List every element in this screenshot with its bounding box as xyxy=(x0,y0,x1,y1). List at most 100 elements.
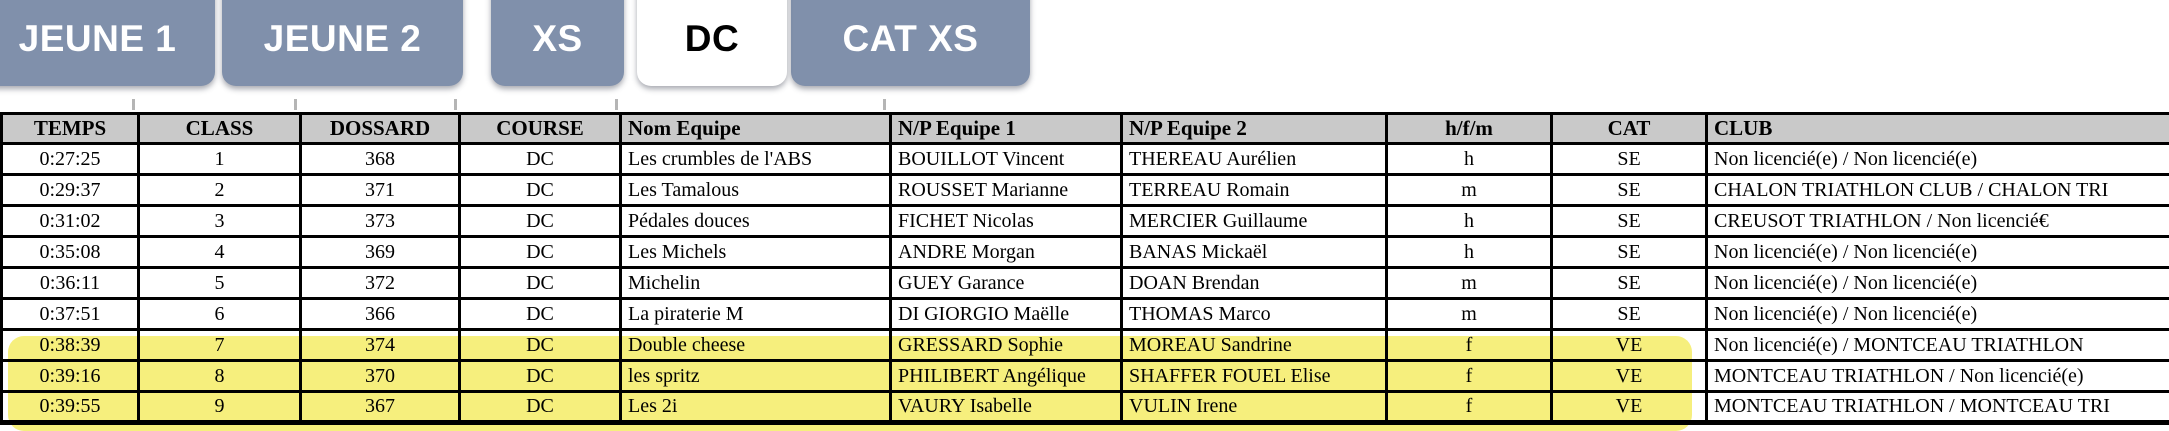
cell-dossard[interactable]: 373 xyxy=(299,204,461,238)
cell-class[interactable]: 6 xyxy=(137,297,302,331)
cell-course[interactable]: DC xyxy=(458,359,622,393)
cell-nom-equipe[interactable]: Les crumbles de l'ABS xyxy=(619,142,892,176)
cell-np-equipe-1[interactable]: ROUSSET Marianne xyxy=(889,173,1123,207)
cell-club[interactable]: MONTCEAU TRIATHLON / Non licencié(e) xyxy=(1705,359,2169,393)
cell-hfm[interactable]: h xyxy=(1385,235,1553,269)
cell-np-equipe-2[interactable]: THEREAU Aurélien xyxy=(1120,142,1388,176)
cell-temps[interactable]: 0:29:37 xyxy=(0,173,140,207)
cell-course[interactable]: DC xyxy=(458,204,622,238)
cell-nom-equipe[interactable]: Les 2i xyxy=(619,390,892,425)
cell-np-equipe-1[interactable]: FICHET Nicolas xyxy=(889,204,1123,238)
cell-nom-equipe[interactable]: Pédales douces xyxy=(619,204,892,238)
cell-cat[interactable]: SE xyxy=(1550,142,1708,176)
cell-hfm[interactable]: m xyxy=(1385,266,1553,300)
cell-dossard[interactable]: 370 xyxy=(299,359,461,393)
cell-hfm[interactable]: f xyxy=(1385,390,1553,425)
cell-cat[interactable]: SE xyxy=(1550,204,1708,238)
cell-np-equipe-1[interactable]: BOUILLOT Vincent xyxy=(889,142,1123,176)
cell-hfm[interactable]: m xyxy=(1385,173,1553,207)
header-np-equipe-2[interactable]: N/P Equipe 2 xyxy=(1120,112,1388,145)
cell-club[interactable]: CREUSOT TRIATHLON / Non licencié€ xyxy=(1705,204,2169,238)
cell-hfm[interactable]: h xyxy=(1385,204,1553,238)
cell-dossard[interactable]: 367 xyxy=(299,390,461,425)
cell-class[interactable]: 8 xyxy=(137,359,302,393)
cell-class[interactable]: 9 xyxy=(137,390,302,425)
tab-xs[interactable]: XS xyxy=(491,0,624,86)
cell-class[interactable]: 1 xyxy=(137,142,302,176)
cell-dossard[interactable]: 368 xyxy=(299,142,461,176)
tab-jeune-1[interactable]: JEUNE 1 xyxy=(0,0,215,86)
cell-np-equipe-2[interactable]: SHAFFER FOUEL Elise xyxy=(1120,359,1388,393)
cell-cat[interactable]: VE xyxy=(1550,328,1708,362)
cell-club[interactable]: Non licencié(e) / Non licencié(e) xyxy=(1705,142,2169,176)
cell-club[interactable]: MONTCEAU TRIATHLON / MONTCEAU TRI xyxy=(1705,390,2169,425)
cell-dossard[interactable]: 372 xyxy=(299,266,461,300)
tab-dc-active[interactable]: DC xyxy=(637,0,787,86)
cell-np-equipe-2[interactable]: MOREAU Sandrine xyxy=(1120,328,1388,362)
cell-temps[interactable]: 0:37:51 xyxy=(0,297,140,331)
cell-np-equipe-1[interactable]: GRESSARD Sophie xyxy=(889,328,1123,362)
cell-np-equipe-1[interactable]: VAURY Isabelle xyxy=(889,390,1123,425)
cell-np-equipe-2[interactable]: DOAN Brendan xyxy=(1120,266,1388,300)
cell-class[interactable]: 7 xyxy=(137,328,302,362)
cell-temps[interactable]: 0:35:08 xyxy=(0,235,140,269)
cell-course[interactable]: DC xyxy=(458,266,622,300)
cell-nom-equipe[interactable]: Michelin xyxy=(619,266,892,300)
cell-nom-equipe[interactable]: La piraterie M xyxy=(619,297,892,331)
cell-cat[interactable]: SE xyxy=(1550,173,1708,207)
cell-np-equipe-1[interactable]: ANDRE Morgan xyxy=(889,235,1123,269)
header-course[interactable]: COURSE xyxy=(458,112,622,145)
cell-club[interactable]: Non licencié(e) / MONTCEAU TRIATHLON xyxy=(1705,328,2169,362)
cell-np-equipe-2[interactable]: MERCIER Guillaume xyxy=(1120,204,1388,238)
cell-dossard[interactable]: 369 xyxy=(299,235,461,269)
cell-hfm[interactable]: m xyxy=(1385,297,1553,331)
cell-class[interactable]: 5 xyxy=(137,266,302,300)
cell-club[interactable]: CHALON TRIATHLON CLUB / CHALON TRI xyxy=(1705,173,2169,207)
cell-hfm[interactable]: f xyxy=(1385,359,1553,393)
header-class[interactable]: CLASS xyxy=(137,112,302,145)
cell-np-equipe-1[interactable]: GUEY Garance xyxy=(889,266,1123,300)
cell-temps[interactable]: 0:31:02 xyxy=(0,204,140,238)
cell-cat[interactable]: VE xyxy=(1550,390,1708,425)
tab-cat-xs[interactable]: CAT XS xyxy=(791,0,1030,86)
cell-class[interactable]: 3 xyxy=(137,204,302,238)
cell-np-equipe-2[interactable]: VULIN Irene xyxy=(1120,390,1388,425)
cell-course[interactable]: DC xyxy=(458,142,622,176)
cell-class[interactable]: 2 xyxy=(137,173,302,207)
cell-temps[interactable]: 0:38:39 xyxy=(0,328,140,362)
cell-course[interactable]: DC xyxy=(458,173,622,207)
cell-cat[interactable]: VE xyxy=(1550,359,1708,393)
cell-np-equipe-2[interactable]: THOMAS Marco xyxy=(1120,297,1388,331)
header-nom-equipe[interactable]: Nom Equipe xyxy=(619,112,892,145)
header-temps[interactable]: TEMPS xyxy=(0,112,140,145)
header-hfm[interactable]: h/f/m xyxy=(1385,112,1553,145)
header-cat[interactable]: CAT xyxy=(1550,112,1708,145)
cell-club[interactable]: Non licencié(e) / Non licencié(e) xyxy=(1705,297,2169,331)
cell-cat[interactable]: SE xyxy=(1550,266,1708,300)
cell-temps[interactable]: 0:27:25 xyxy=(0,142,140,176)
cell-np-equipe-1[interactable]: DI GIORGIO Maëlle xyxy=(889,297,1123,331)
cell-hfm[interactable]: h xyxy=(1385,142,1553,176)
cell-np-equipe-2[interactable]: TERREAU Romain xyxy=(1120,173,1388,207)
cell-nom-equipe[interactable]: les spritz xyxy=(619,359,892,393)
cell-course[interactable]: DC xyxy=(458,235,622,269)
cell-cat[interactable]: SE xyxy=(1550,235,1708,269)
cell-temps[interactable]: 0:39:55 xyxy=(0,390,140,425)
cell-dossard[interactable]: 366 xyxy=(299,297,461,331)
cell-dossard[interactable]: 371 xyxy=(299,173,461,207)
cell-course[interactable]: DC xyxy=(458,297,622,331)
cell-class[interactable]: 4 xyxy=(137,235,302,269)
header-club[interactable]: CLUB xyxy=(1705,112,2169,145)
cell-course[interactable]: DC xyxy=(458,328,622,362)
header-np-equipe-1[interactable]: N/P Equipe 1 xyxy=(889,112,1123,145)
cell-np-equipe-1[interactable]: PHILIBERT Angélique xyxy=(889,359,1123,393)
cell-temps[interactable]: 0:36:11 xyxy=(0,266,140,300)
header-dossard[interactable]: DOSSARD xyxy=(299,112,461,145)
cell-np-equipe-2[interactable]: BANAS Mickaël xyxy=(1120,235,1388,269)
tab-jeune-2[interactable]: JEUNE 2 xyxy=(222,0,463,86)
cell-club[interactable]: Non licencié(e) / Non licencié(e) xyxy=(1705,266,2169,300)
cell-temps[interactable]: 0:39:16 xyxy=(0,359,140,393)
cell-nom-equipe[interactable]: Double cheese xyxy=(619,328,892,362)
cell-club[interactable]: Non licencié(e) / Non licencié(e) xyxy=(1705,235,2169,269)
cell-nom-equipe[interactable]: Les Tamalous xyxy=(619,173,892,207)
